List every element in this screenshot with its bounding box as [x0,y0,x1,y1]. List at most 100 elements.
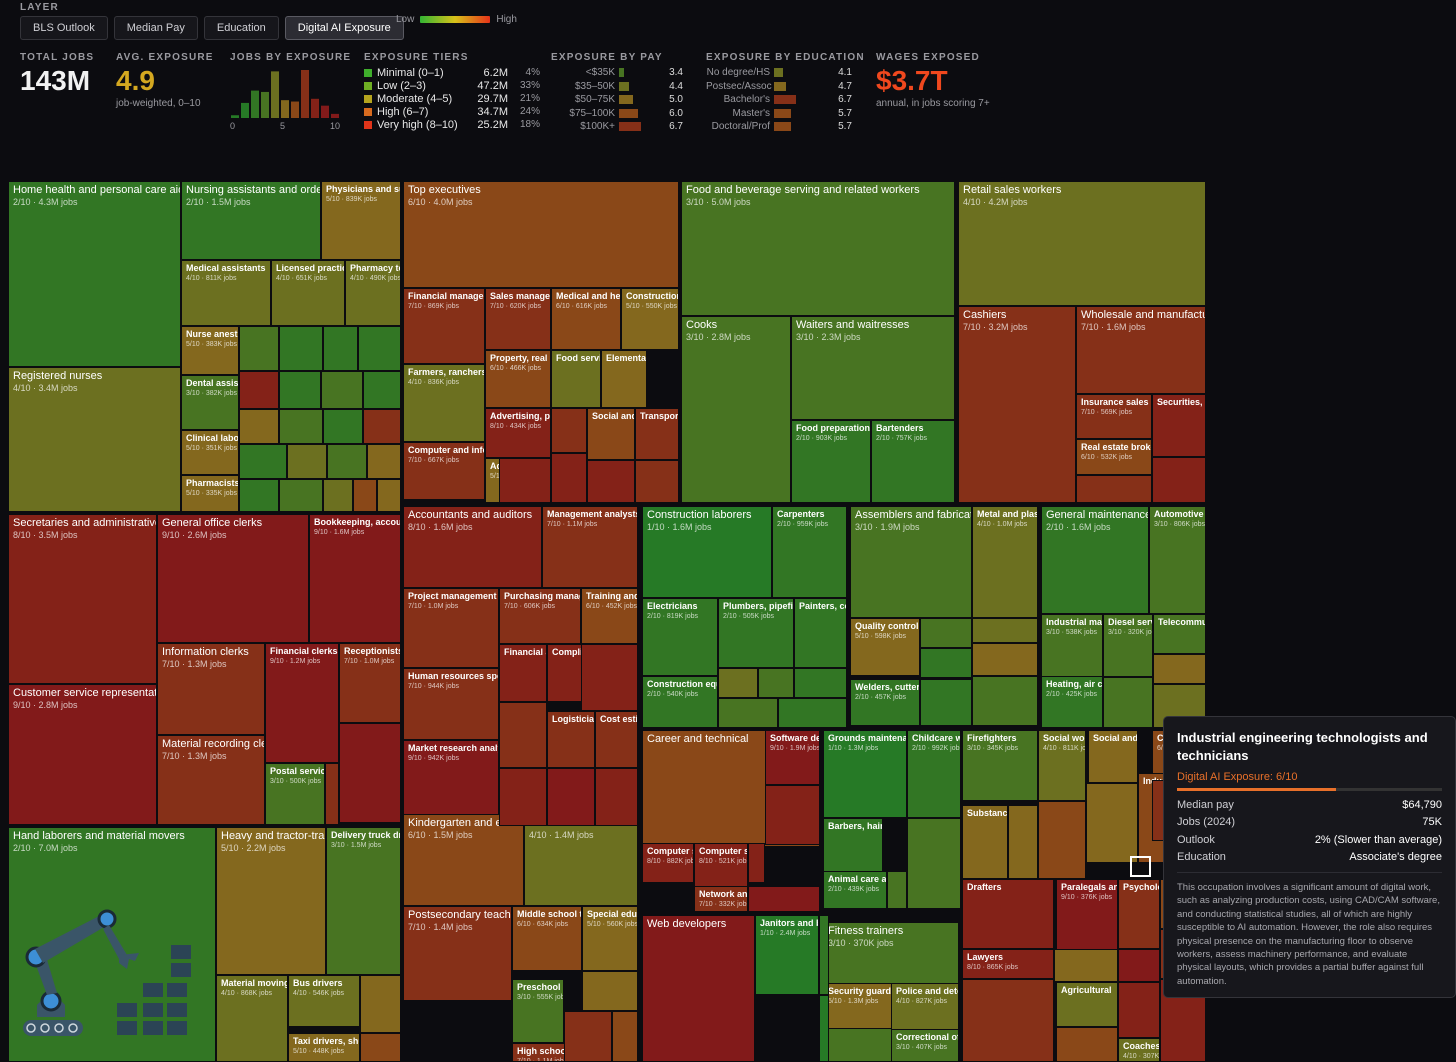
tab-bls-outlook[interactable]: BLS Outlook [20,16,108,40]
treemap-cell[interactable]: Transportation [635,408,679,460]
treemap-cell-small[interactable] [1152,457,1206,503]
tab-median-pay[interactable]: Median Pay [114,16,198,40]
treemap-cell[interactable]: Firefighters 3/10 · 345K jobs [962,730,1038,801]
treemap-cell[interactable]: Food service [551,350,601,408]
treemap-cell[interactable]: Metal and plastic machine workers 4/10 · … [972,506,1038,618]
treemap-cell-small[interactable] [1086,783,1138,863]
treemap-cell[interactable]: Real estate brokers 6/10 · 532K jobs [1076,439,1152,475]
treemap-cell[interactable]: Special education5/10 · 560K jobs [582,906,638,971]
treemap-cell-small[interactable] [279,371,321,409]
treemap-cell[interactable]: Electricians 2/10 · 819K jobs [642,598,718,676]
treemap-cell[interactable]: Lawyers 8/10 · 865K jobs [962,949,1054,979]
treemap-cell-small[interactable] [887,871,907,909]
treemap-cell[interactable]: Project management specialists 7/10 · 1.0… [403,588,499,668]
treemap-cell-small[interactable] [360,1033,401,1062]
treemap-cell[interactable]: Information clerks 7/10 · 1.3M jobs [157,643,265,735]
treemap-cell-small[interactable] [279,326,323,371]
treemap-cell[interactable]: Nurse anesthetists 5/10 · 383K jobs [181,326,239,375]
treemap-cell[interactable]: Animal care and service2/10 · 439K jobs [823,871,887,909]
treemap-cell-small[interactable] [323,409,363,444]
treemap-cell[interactable]: Customer service representatives9/10 · 2… [8,684,157,825]
treemap-cell[interactable]: Telecommunications [1153,614,1206,654]
treemap-cell-small[interactable] [972,643,1038,676]
treemap-cell[interactable]: Substance abuse [962,805,1008,879]
treemap-cell[interactable]: Securities, commodities [1152,394,1206,457]
treemap-cell-small[interactable] [1038,801,1086,879]
treemap-cell-small[interactable] [287,444,327,479]
treemap-cell[interactable]: Material moving machine operators 4/10 · … [216,975,288,1062]
treemap-cell[interactable]: Nursing assistants and orderlies2/10 · 1… [181,181,321,260]
treemap-cell[interactable]: Food and beverage serving and related wo… [681,181,955,316]
treemap-cell[interactable]: Assemblers and fabricators3/10 · 1.9M jo… [850,506,972,618]
treemap-cell[interactable]: Licensed practical nurses 4/10 · 651K job… [271,260,345,326]
treemap-cell[interactable]: Cooks 3/10 · 2.8M jobs [681,316,791,503]
treemap-cell-small[interactable] [794,668,847,698]
treemap-cell[interactable]: Computer and information 7/10 · 667K jobs [403,442,485,500]
treemap-cell-small[interactable] [1153,654,1206,684]
treemap-cell[interactable]: Correctional officers 3/10 · 407K jobs [891,1029,959,1062]
treemap-cell-small[interactable] [765,785,820,845]
treemap-cell-small[interactable] [718,668,758,698]
treemap-cell-small[interactable] [358,326,401,371]
treemap-cell-small[interactable] [279,409,323,444]
treemap-cell[interactable]: Insurance sales agents 7/10 · 569K jobs [1076,394,1152,439]
treemap-cell[interactable]: Janitors and building cleaners1/10 · 2.4… [755,915,819,995]
treemap-cell[interactable]: Plumbers, pipefitters2/10 · 505K jobs [718,598,794,668]
treemap-cell[interactable]: Property, real estate 6/10 · 466K jobs [485,350,551,408]
treemap-cell-small[interactable] [635,460,679,503]
treemap-cell-small[interactable] [920,679,972,726]
treemap-cell[interactable]: Computer systems analysts8/10 · 521K job… [694,843,748,889]
treemap-cell-small[interactable] [748,886,820,912]
treemap-cell[interactable]: Physicians and surgeons 5/10 · 839K jobs [321,181,401,260]
treemap-cell[interactable]: Financial managers 7/10 · 869K jobs [403,288,485,364]
tab-education[interactable]: Education [204,16,279,40]
treemap-cell[interactable]: Sales managers 7/10 · 620K jobs [485,288,551,350]
treemap-cell[interactable]: Social and community [587,408,635,460]
treemap-cell[interactable]: Quality control inspectors5/10 · 598K jo… [850,618,920,676]
treemap-cell[interactable]: Web developers [642,915,755,1062]
treemap-cell-small[interactable] [582,971,638,1011]
treemap-cell[interactable]: Coaches and scouts4/10 · 307K jobs [1118,1038,1160,1062]
treemap-cell[interactable]: Top executives 6/10 · 4.0M jobs [403,181,679,288]
treemap-cell[interactable]: Elementary [601,350,647,408]
treemap-cell[interactable]: Food preparation workers 2/10 · 903K jobs [791,420,871,503]
treemap-cell[interactable]: Kindergarten and elementary teachers6/10… [403,814,524,906]
treemap-cell-small[interactable] [327,444,367,479]
treemap-cell-small[interactable] [239,409,279,444]
treemap-cell[interactable]: Management analysts 7/10 · 1.1M jobs [542,506,638,588]
treemap-cell[interactable]: Pharmacy techs 4/10 · 490K jobs [345,260,401,326]
treemap-cell-small[interactable] [321,371,363,409]
treemap-cell-small[interactable] [1118,982,1160,1038]
treemap-cell-small[interactable] [363,409,401,444]
treemap-cell[interactable]: Farmers, ranchers 4/10 · 836K jobs [403,364,485,442]
treemap-cell[interactable]: Advertising, promotions 8/10 · 434K jobs [485,408,551,458]
treemap-cell[interactable]: Postal service workers 3/10 · 500K jobs [265,763,325,825]
treemap-cell-small[interactable] [581,644,638,711]
treemap-cell-small[interactable] [718,698,778,728]
treemap-cell[interactable]: Bartenders 2/10 · 757K jobs [871,420,955,503]
treemap-cell[interactable]: Industrial machinery mechanics3/10 · 538… [1041,614,1103,677]
treemap-cell[interactable]: Financial analysts [499,644,547,702]
treemap-cell-small[interactable] [499,702,547,768]
treemap-cell-small[interactable] [499,458,551,503]
treemap-cell[interactable]: Waiters and waitresses 3/10 · 2.3M jobs [791,316,955,420]
treemap-cell[interactable]: Secretaries and administrative assistant… [8,514,157,684]
treemap-cell-small[interactable] [778,698,847,728]
treemap-cell-small[interactable] [819,915,829,995]
treemap-cell-small[interactable] [748,843,765,883]
treemap-cell-small[interactable] [1008,805,1038,879]
treemap-cell-small[interactable] [325,763,339,825]
treemap-cell[interactable]: Bus drivers 4/10 · 546K jobs [288,975,360,1027]
treemap-cell[interactable]: Construction laborers 1/10 · 1.6M jobs [642,506,772,598]
treemap-cell-small[interactable] [962,979,1054,1062]
treemap-cell[interactable]: Bookkeeping, accounting 9/10 · 1.6M jobs [309,514,401,643]
treemap-cell-small[interactable] [587,460,635,503]
treemap-cell[interactable]: Delivery truck drivers 3/10 · 1.5M jobs [326,827,401,975]
treemap-cell-small[interactable] [323,479,353,512]
treemap-cell[interactable]: Logisticians [547,711,595,768]
treemap-cell-small[interactable] [551,453,587,503]
treemap-cell-small[interactable] [972,618,1038,643]
treemap-cell[interactable]: Financial clerks 9/10 · 1.2M jobs [265,643,339,763]
treemap-cell-small[interactable] [551,408,587,453]
